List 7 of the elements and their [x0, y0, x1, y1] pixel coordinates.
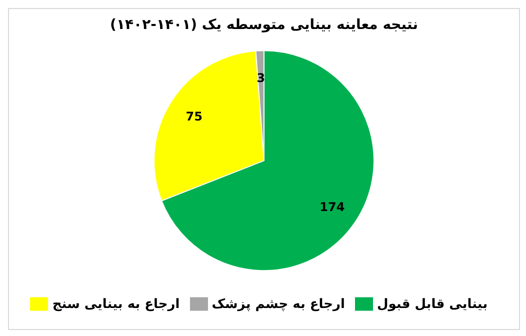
data-label: 75	[186, 110, 202, 124]
legend-label: ارجاع به بینایی سنج	[52, 297, 180, 312]
data-label: 174	[320, 200, 345, 214]
chart-title: نتیجه معاینه بینایی متوسطه یک (۱۴۰۱-۱۴۰۲)	[109, 17, 419, 33]
legend-label: بینایی قابل قبول	[376, 297, 488, 312]
legend-label: ارجاع به چشم پزشک	[212, 297, 345, 312]
data-label: 3	[256, 71, 266, 86]
